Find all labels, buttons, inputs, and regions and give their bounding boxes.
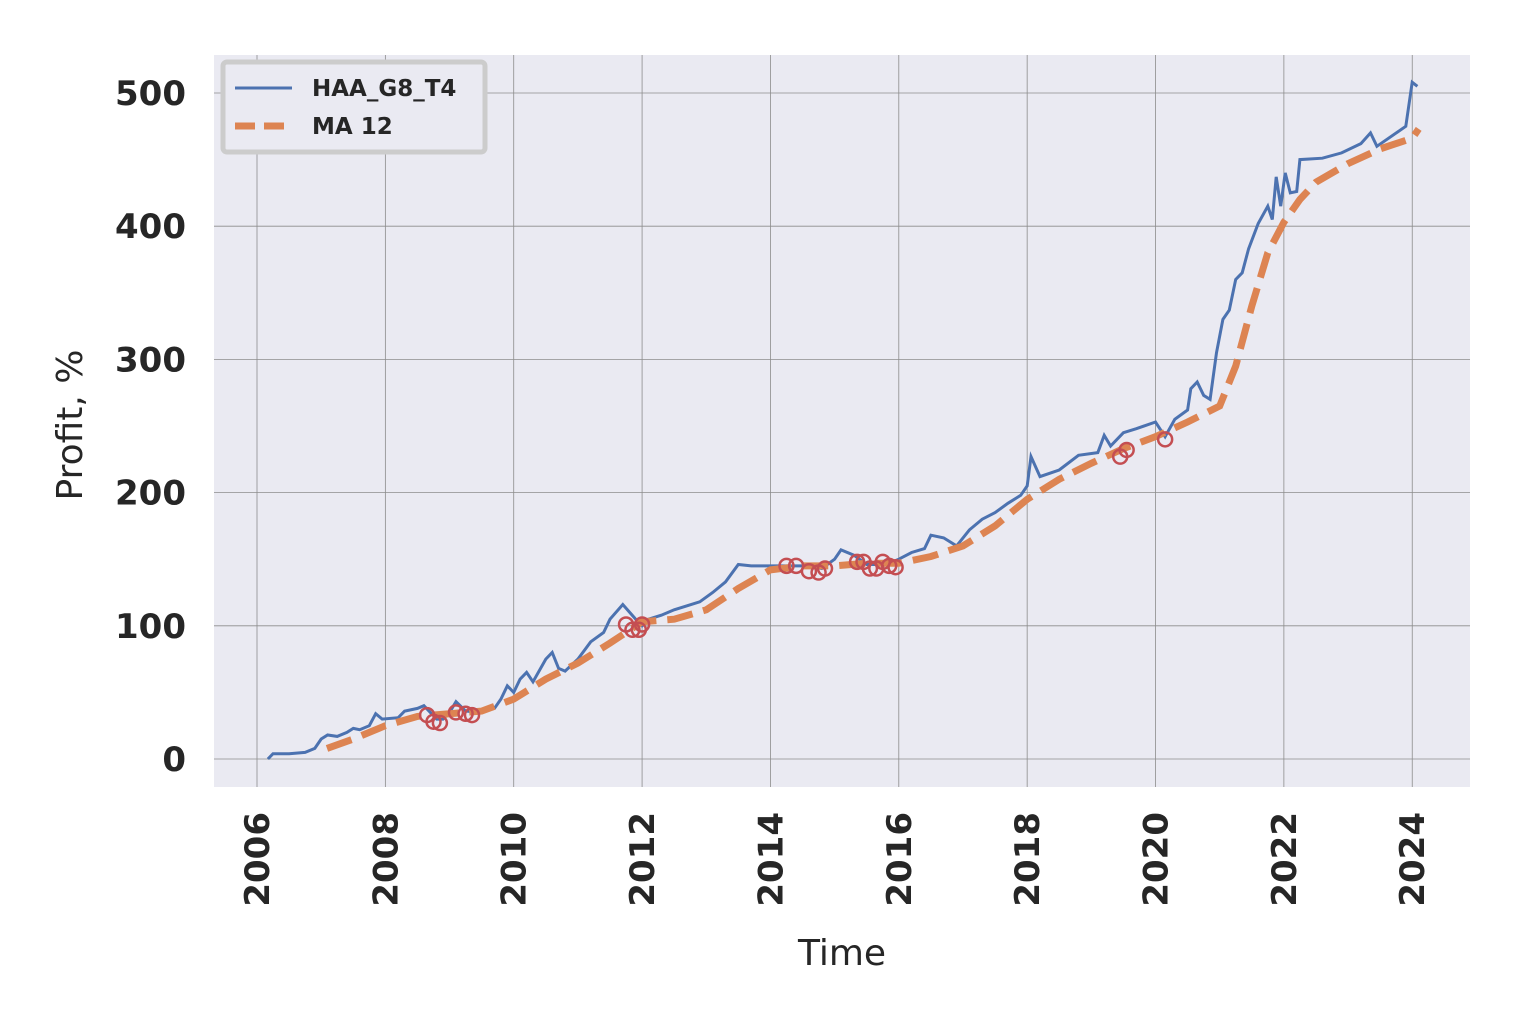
marker [800,562,818,580]
x-axis-label: Time [797,933,886,974]
legend-label: HAA_G8_T4 [312,76,456,102]
y-tick-label: 400 [115,207,186,247]
y-tick-label: 200 [115,474,186,514]
marker [1118,441,1135,459]
marker [447,704,465,721]
x-tick-label: 2010 [495,812,535,907]
marker [431,714,449,732]
y-axis-label: Profit, % [50,350,91,501]
line-series [325,126,1422,752]
marker [778,557,795,575]
x-tick-label: 2014 [751,812,791,907]
marker [457,705,474,722]
x-tick-label: 2016 [880,812,920,907]
marker [463,706,481,724]
x-tick-label: 2012 [623,812,663,907]
marker [880,557,898,575]
y-tick-label: 500 [115,74,186,114]
x-tick-label: 2018 [1008,812,1048,907]
marker [848,553,866,571]
legend-label: MA 12 [312,114,393,140]
x-tick-label: 2006 [238,812,278,907]
marker [633,616,651,633]
plot-area [214,55,1470,787]
y-tick-label: 300 [115,340,186,380]
x-tick-label: 2022 [1265,812,1305,907]
legend: HAA_G8_T4 MA 12 [220,59,488,155]
y-tick-label: 100 [115,607,186,647]
marker [1156,431,1174,448]
x-tick-label: 2008 [366,812,406,907]
y-tick-label: 0 [162,740,186,780]
x-tick-label: 2020 [1137,812,1177,907]
legend-box [220,59,488,155]
marker [887,558,904,576]
marker [861,560,879,577]
marker [425,713,442,730]
x-tick-label: 2024 [1393,812,1433,907]
marker [816,560,834,577]
